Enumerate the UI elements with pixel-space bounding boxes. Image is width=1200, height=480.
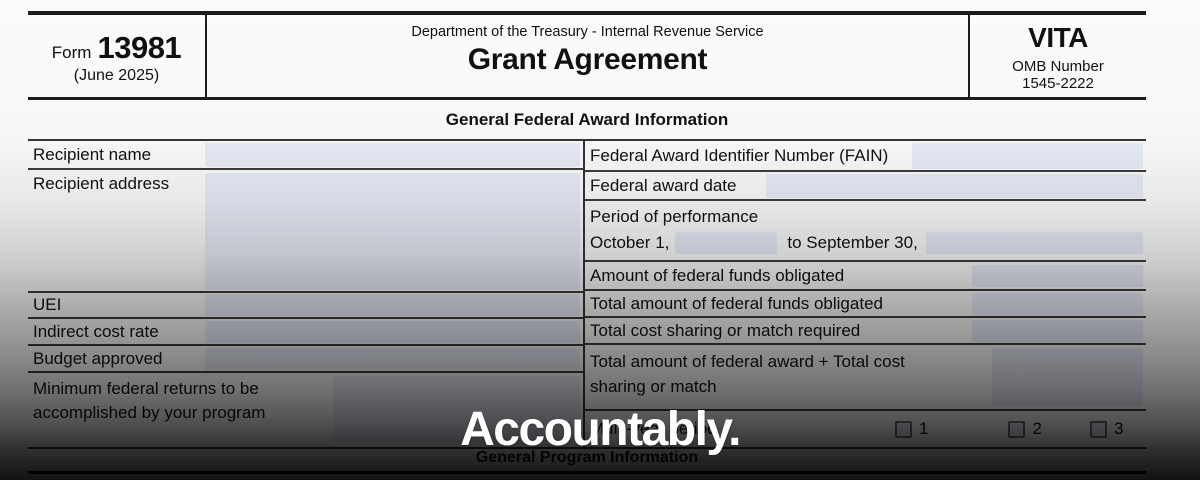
federal-award-date-input[interactable] bbox=[766, 173, 1143, 198]
form-title: Grant Agreement bbox=[467, 43, 708, 76]
indirect-cost-rate-label: Indirect cost rate bbox=[33, 321, 159, 341]
section-title-general-program: General Program Information bbox=[475, 449, 699, 466]
budget-approved-input[interactable] bbox=[205, 347, 580, 370]
form-row-budget-approved: Budget approved bbox=[28, 346, 583, 373]
uei-label: UEI bbox=[33, 295, 62, 314]
period-end-year-input[interactable] bbox=[925, 232, 1143, 255]
cost-sharing-required-label: Total cost sharing or match required bbox=[590, 320, 861, 340]
form-row-federal-award-date: Federal award date bbox=[585, 172, 1146, 201]
period-start-year-input[interactable] bbox=[675, 232, 778, 255]
form-row-total-award-plus-match: Total amount of federal award + Total co… bbox=[585, 345, 1146, 411]
form-row-indirect-cost-rate: Indirect cost rate bbox=[28, 319, 583, 346]
next-table-top-border bbox=[28, 471, 1146, 474]
multi-year-period-label: Multi-year period bbox=[590, 419, 717, 438]
form-number-cell: Form 13981 (June 2025) bbox=[28, 15, 207, 97]
total-award-plus-match-input[interactable] bbox=[992, 348, 1143, 406]
form-row-uei: UEI bbox=[28, 293, 583, 319]
program-name: VITA bbox=[1028, 22, 1088, 53]
fain-label: Federal Award Identifier Number (FAIN) bbox=[590, 145, 889, 165]
funds-obligated-input[interactable] bbox=[972, 264, 1143, 287]
form-row-period-of-performance: Period of performance October 1, to Sept… bbox=[585, 201, 1146, 262]
form-row-recipient-name: Recipient name bbox=[28, 141, 583, 170]
form-row-fain: Federal Award Identifier Number (FAIN) bbox=[585, 141, 1146, 172]
form-row-cost-sharing-required: Total cost sharing or match required bbox=[585, 318, 1146, 345]
minimum-federal-returns-input[interactable] bbox=[333, 376, 580, 442]
form-word: Form bbox=[51, 42, 92, 62]
uei-input[interactable] bbox=[205, 294, 580, 316]
total-funds-obligated-input[interactable] bbox=[972, 292, 1143, 315]
period-of-performance-label: Period of performance bbox=[590, 206, 759, 226]
period-end-prefix: to September 30, bbox=[787, 233, 918, 253]
fain-input[interactable] bbox=[912, 142, 1143, 169]
multi-year-3-label: 3 bbox=[1113, 419, 1124, 438]
program-omb-cell: VITA OMB Number 1545-2222 bbox=[968, 15, 1146, 97]
form-row-multi-year-period: Multi-year period 1 2 3 bbox=[585, 411, 1146, 447]
multi-year-option-3: 3 bbox=[1089, 419, 1124, 439]
recipient-address-input[interactable] bbox=[205, 173, 580, 290]
agency-name: Department of the Treasury - Internal Re… bbox=[411, 24, 764, 40]
multi-year-3-checkbox[interactable] bbox=[1089, 420, 1107, 438]
form-revision-date: (June 2025) bbox=[73, 66, 160, 84]
multi-year-option-2: 2 bbox=[1008, 419, 1042, 439]
total-funds-obligated-label: Total amount of federal funds obligated bbox=[590, 293, 883, 313]
multi-year-1-checkbox[interactable] bbox=[895, 420, 912, 438]
section-title-general-federal-award: General Federal Award Information bbox=[445, 110, 729, 129]
multi-year-option-1: 1 bbox=[895, 419, 928, 439]
form-row-recipient-address: Recipient address bbox=[28, 170, 583, 293]
form-row-minimum-federal-returns: Minimum federal returns to be accomplish… bbox=[28, 373, 583, 447]
award-table-left-column: Recipient name Recipient address UEI Ind… bbox=[28, 141, 583, 447]
federal-award-date-label: Federal award date bbox=[590, 175, 737, 195]
form-header: Form 13981 (June 2025) Department of the… bbox=[28, 11, 1146, 100]
indirect-cost-rate-input[interactable] bbox=[205, 320, 580, 343]
cost-sharing-required-input[interactable] bbox=[972, 319, 1143, 342]
recipient-name-input[interactable] bbox=[205, 142, 580, 167]
form-row-funds-obligated: Amount of federal funds obligated bbox=[585, 262, 1146, 291]
total-award-plus-match-label: Total amount of federal award + Total co… bbox=[590, 352, 905, 396]
form-row-total-funds-obligated: Total amount of federal funds obligated bbox=[585, 291, 1146, 318]
budget-approved-label: Budget approved bbox=[33, 348, 163, 368]
federal-award-table: Recipient name Recipient address UEI Ind… bbox=[28, 139, 1146, 449]
recipient-name-label: Recipient name bbox=[33, 144, 152, 164]
multi-year-2-checkbox[interactable] bbox=[1008, 420, 1026, 438]
multi-year-2-label: 2 bbox=[1032, 419, 1042, 438]
form-title-cell: Department of the Treasury - Internal Re… bbox=[207, 15, 968, 97]
recipient-address-label: Recipient address bbox=[33, 174, 170, 193]
minimum-federal-returns-label: Minimum federal returns to be accomplish… bbox=[33, 379, 266, 422]
funds-obligated-label: Amount of federal funds obligated bbox=[590, 265, 845, 285]
omb-label: OMB Number bbox=[1012, 58, 1104, 75]
award-table-right-column: Federal Award Identifier Number (FAIN) F… bbox=[583, 141, 1146, 447]
multi-year-1-label: 1 bbox=[919, 419, 929, 438]
period-start-prefix: October 1, bbox=[590, 233, 670, 253]
omb-number: 1545-2222 bbox=[1022, 75, 1094, 92]
form-number: 13981 bbox=[97, 29, 182, 65]
